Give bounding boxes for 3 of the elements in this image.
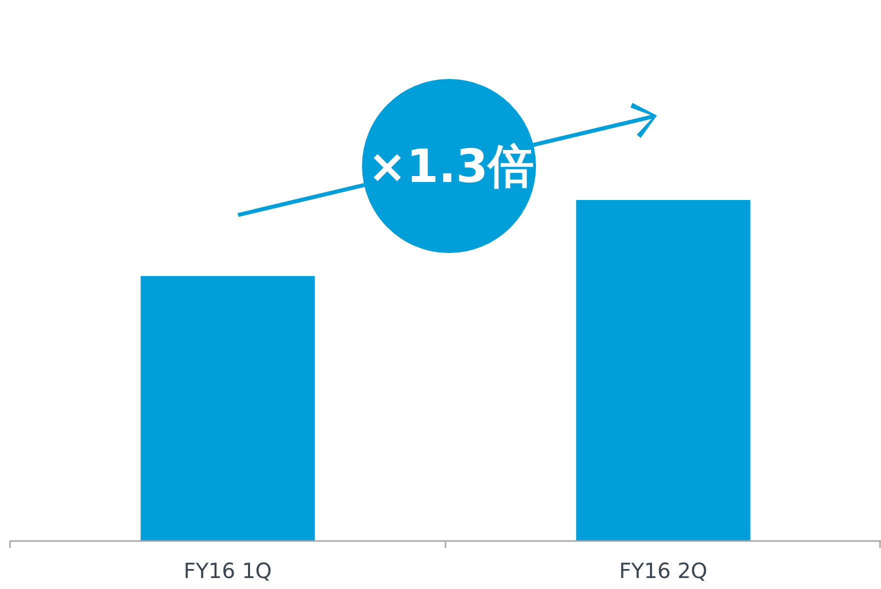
- x-tick-label: FY16 2Q: [619, 559, 708, 583]
- x-tick-label: FY16 1Q: [184, 559, 272, 583]
- text: ×1.3倍: [368, 139, 534, 193]
